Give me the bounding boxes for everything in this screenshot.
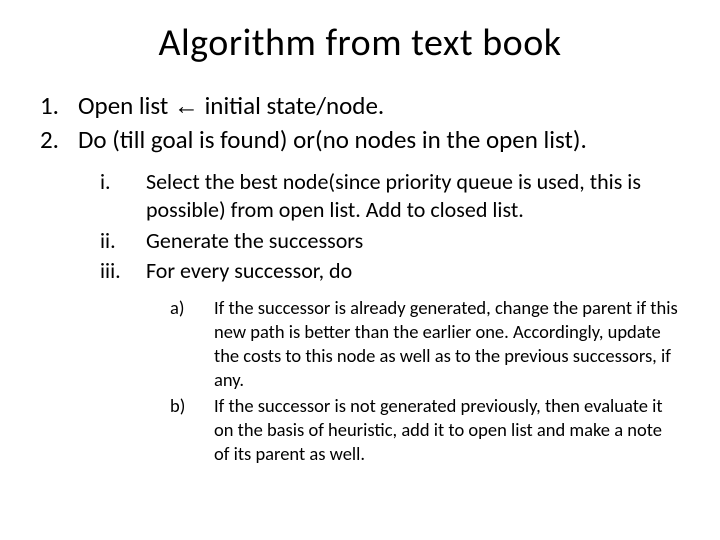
list-marker: 2. <box>40 124 78 155</box>
list-marker: 1. <box>40 90 78 122</box>
list-item: ii. Generate the successors <box>100 227 680 256</box>
list-item: b) If the successor is not generated pre… <box>170 394 680 466</box>
list-item: 1. Open list ← initial state/node. <box>40 90 680 122</box>
list-text: Open list ← initial state/node. <box>78 90 384 122</box>
list-level-3: a) If the successor is already generated… <box>170 296 680 466</box>
list-level-2: i. Select the best node(since priority q… <box>100 168 680 286</box>
arrow-left-icon: ← <box>174 92 199 120</box>
list-marker: ii. <box>100 227 146 256</box>
list-text: Do (till goal is found) or(no nodes in t… <box>78 124 587 155</box>
list-text: Generate the successors <box>146 227 363 256</box>
list-text: For every successor, do <box>146 257 352 286</box>
list-text: If the successor is already generated, c… <box>214 296 680 392</box>
list-item: a) If the successor is already generated… <box>170 296 680 392</box>
text-pre: Open list <box>78 90 174 121</box>
list-marker: i. <box>100 168 146 225</box>
list-marker: a) <box>170 296 214 392</box>
list-level-1: 1. Open list ← initial state/node. 2. Do… <box>40 90 680 156</box>
list-text: Select the best node(since priority queu… <box>146 168 680 225</box>
text-post: initial state/node. <box>199 90 384 121</box>
list-item: iii. For every successor, do <box>100 257 680 286</box>
list-marker: iii. <box>100 257 146 286</box>
list-item: i. Select the best node(since priority q… <box>100 168 680 225</box>
list-text: If the successor is not generated previo… <box>214 394 680 466</box>
slide-title: Algorithm from text book <box>40 20 680 66</box>
list-marker: b) <box>170 394 214 466</box>
list-item: 2. Do (till goal is found) or(no nodes i… <box>40 124 680 155</box>
